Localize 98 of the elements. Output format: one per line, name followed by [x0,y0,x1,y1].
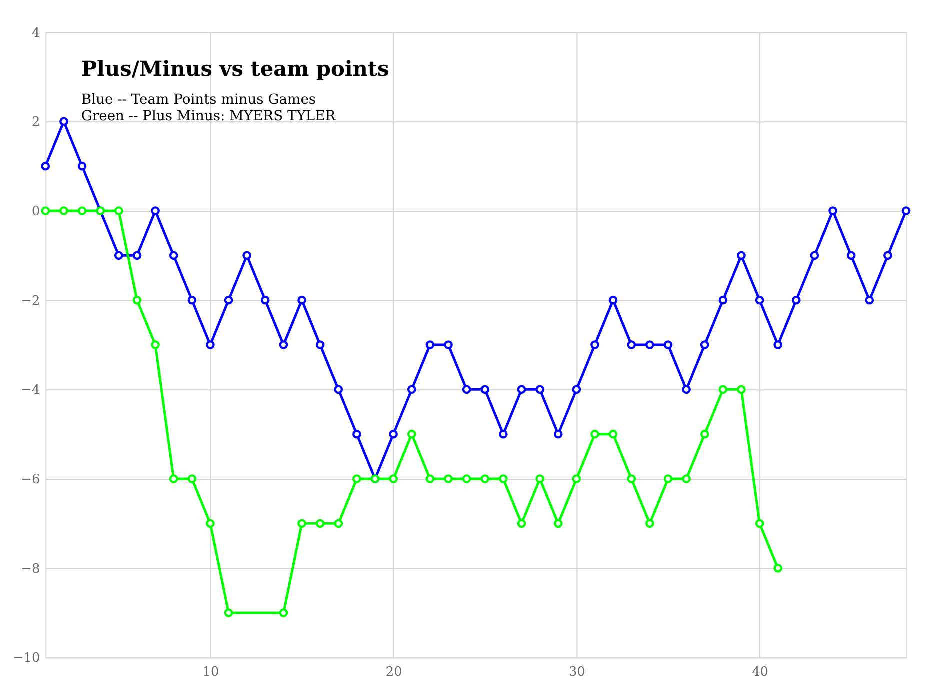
annotation: Green -- Plus Minus: MYERS TYLER [81,108,336,125]
point [536,385,544,394]
annotation: Blue -- Team Points minus Games [81,92,316,108]
point [846,251,856,260]
point [608,430,618,439]
point [334,519,344,528]
point [480,474,490,484]
point [352,474,362,484]
point [334,385,344,394]
point [718,385,728,394]
point [41,162,50,171]
point [352,430,362,439]
point [828,206,838,216]
point [664,340,673,350]
point [114,251,124,260]
point [792,296,801,305]
x-tick-label: 20 [386,665,402,680]
point [279,608,288,618]
point [462,474,472,484]
point [572,385,582,394]
point [572,474,582,484]
x-tick-label: 40 [752,665,768,680]
point [60,206,68,216]
y-tick-label: −4 [21,383,40,398]
point [407,385,416,394]
y-tick-label: 4 [32,26,40,41]
point [316,519,325,528]
point [884,251,892,260]
point [700,340,710,350]
point [737,385,746,394]
point [608,296,618,305]
point [298,296,306,305]
point [316,340,325,350]
point [242,251,252,260]
text: Plus/Minus vs team points [81,56,390,81]
point [169,251,178,260]
y-tick-label: −8 [21,562,40,577]
y-tick-label: 2 [32,115,40,130]
point [718,296,728,305]
point [590,430,600,439]
point [499,474,508,484]
point [480,385,490,394]
y-tick-label: −6 [21,472,40,488]
point [389,474,398,484]
point [517,385,526,394]
point [151,206,160,216]
point [60,117,68,126]
point [554,430,563,439]
point [682,385,691,394]
point [444,474,453,484]
point [554,519,563,528]
x-tick-label: 30 [568,665,586,680]
y-tick-label: −10 [12,651,40,666]
point [865,296,874,305]
point [78,206,87,216]
point [627,474,636,484]
point [590,340,600,350]
point [188,474,197,484]
point [169,474,178,484]
point [774,340,783,350]
x-tick-label: 10 [202,665,220,680]
point [755,296,764,305]
point [426,474,435,484]
point [810,251,820,260]
point [151,340,160,350]
point [499,430,508,439]
point [627,340,636,350]
point [260,296,270,305]
point [902,206,911,216]
point [224,296,234,305]
point [517,519,526,528]
point [206,519,215,528]
point [444,340,453,350]
point [664,474,673,484]
point [682,474,691,484]
point [206,340,215,350]
y-tick-label: 0 [32,204,40,220]
point [536,474,544,484]
point [426,340,435,350]
point [132,296,142,305]
point [755,519,764,528]
point [774,564,783,573]
point [41,206,50,216]
point [298,519,306,528]
point [462,385,472,394]
point [78,162,87,171]
point [188,296,197,305]
point [737,251,746,260]
point [389,430,398,439]
point [646,340,654,350]
point [646,519,654,528]
point [700,430,710,439]
y-tick-label: −2 [21,294,40,309]
point [114,206,124,216]
point [279,340,288,350]
point [224,608,234,618]
point [132,251,142,260]
point [407,430,416,439]
